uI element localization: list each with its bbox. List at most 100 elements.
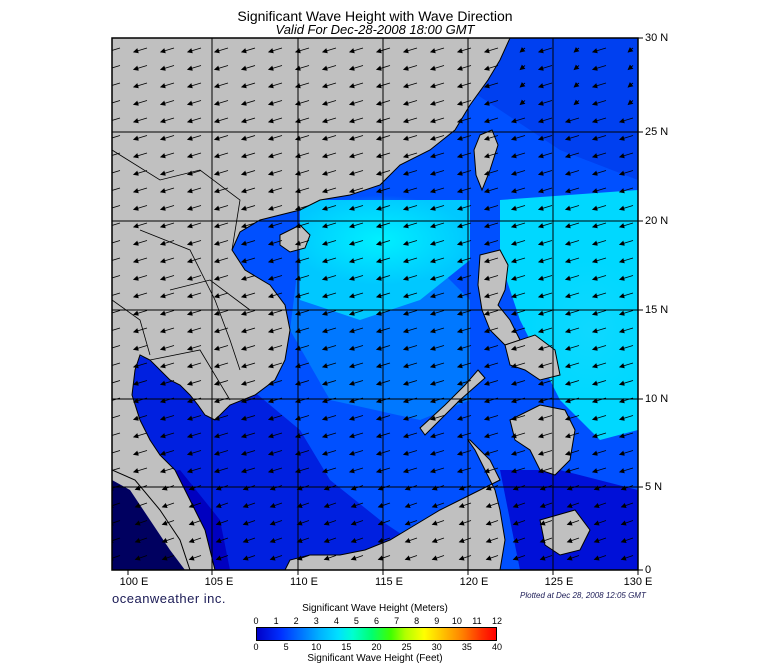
wave-direction-arrow-icon	[112, 555, 121, 561]
wave-direction-arrow-icon	[573, 64, 580, 71]
wave-direction-arrow-icon	[375, 100, 391, 106]
wave-direction-arrow-icon	[537, 100, 553, 106]
wave-direction-arrow-icon	[240, 82, 256, 89]
wave-direction-arrow-icon	[112, 380, 121, 384]
wave-direction-arrow-icon	[483, 432, 499, 439]
wave-direction-arrow-icon	[564, 240, 580, 246]
wave-direction-arrow-icon	[539, 502, 553, 509]
wave-direction-arrow-icon	[112, 117, 121, 121]
palawan-island	[419, 369, 486, 436]
wave-direction-arrow-icon	[456, 152, 472, 159]
wave-direction-arrow-icon	[539, 555, 553, 561]
wave-direction-arrow-icon	[159, 467, 175, 474]
wave-direction-arrow-icon	[377, 537, 391, 544]
wave-direction-arrow-icon	[402, 187, 418, 194]
wave-direction-arrow-icon	[294, 450, 310, 456]
wave-direction-arrow-icon	[537, 310, 553, 316]
wave-direction-arrow-icon	[112, 205, 121, 209]
wave-direction-arrow-icon	[375, 327, 391, 334]
wave-direction-arrow-icon	[186, 397, 202, 404]
wave-direction-arrow-icon	[267, 327, 283, 334]
wave-direction-arrow-icon	[627, 82, 634, 88]
wave-direction-arrow-icon	[240, 415, 256, 421]
wave-direction-arrow-icon	[240, 47, 256, 54]
wave-direction-arrow-icon	[510, 275, 526, 281]
map-subtitle: Valid For Dec-28-2008 18:00 GMT	[275, 22, 475, 37]
wave-direction-arrow-icon	[132, 397, 148, 404]
wave-direction-arrow-icon	[186, 240, 202, 246]
wave-direction-arrow-icon	[375, 397, 391, 404]
wave-direction-arrow-icon	[134, 520, 148, 526]
wave-direction-arrow-icon	[267, 152, 283, 159]
wave-direction-arrow-icon	[350, 502, 364, 509]
wave-direction-arrow-icon	[483, 310, 499, 316]
wave-direction-arrow-icon	[512, 537, 526, 544]
wave-direction-arrow-icon	[213, 292, 229, 299]
wave-direction-arrow-icon	[485, 485, 499, 491]
wave-direction-arrow-icon	[375, 170, 391, 176]
wave-direction-arrow-icon	[267, 222, 283, 229]
wave-direction-arrow-icon	[323, 537, 337, 544]
wave-direction-arrow-icon	[321, 135, 337, 141]
wave-direction-arrow-icon	[213, 397, 229, 404]
wave-direction-arrow-icon	[627, 99, 634, 106]
wave-direction-arrow-icon	[456, 187, 472, 194]
wave-direction-arrow-icon	[213, 450, 229, 456]
wave-direction-arrow-icon	[240, 205, 256, 211]
lon-label-110e: 110 E	[290, 576, 318, 588]
wave-direction-arrow-icon	[321, 292, 337, 299]
wave-direction-arrow-icon	[267, 345, 283, 351]
wave-direction-arrow-icon	[512, 502, 526, 509]
wave-direction-arrow-icon	[213, 327, 229, 334]
wave-direction-arrow-icon	[537, 292, 553, 299]
wave-direction-arrow-icon	[240, 117, 256, 124]
wave-direction-arrow-icon	[375, 117, 391, 124]
wave-direction-arrow-icon	[456, 345, 472, 351]
wave-direction-arrow-icon	[375, 292, 391, 299]
wave-direction-arrow-icon	[267, 65, 283, 71]
wave-direction-arrow-icon	[564, 432, 580, 439]
wave-direction-arrow-icon	[348, 205, 364, 211]
wave-direction-arrow-icon	[242, 520, 256, 526]
wave-direction-arrow-icon	[510, 327, 526, 334]
wave-direction-arrow-icon	[112, 397, 121, 401]
wave-direction-arrow-icon	[348, 450, 364, 456]
wave-direction-arrow-icon	[294, 100, 310, 106]
wave-direction-arrow-icon	[348, 47, 364, 54]
wave-direction-arrow-icon	[240, 450, 256, 456]
wave-direction-arrow-icon	[294, 257, 310, 264]
wave-direction-arrow-icon	[483, 222, 499, 229]
wave-direction-arrow-icon	[564, 450, 580, 456]
wave-direction-arrow-icon	[537, 65, 553, 71]
wave-direction-arrow-icon	[483, 240, 499, 246]
wave-direction-arrow-icon	[537, 82, 553, 89]
wave-direction-arrow-icon	[159, 397, 175, 404]
colorbar-feet-tick: 35	[461, 642, 472, 652]
wave-direction-arrow-icon	[402, 222, 418, 229]
wave-direction-arrow-icon	[159, 117, 175, 124]
wave-direction-arrow-icon	[213, 257, 229, 264]
wave-direction-arrow-icon	[240, 170, 256, 176]
wave-direction-arrow-icon	[618, 187, 634, 194]
wave-direction-arrow-icon	[573, 99, 580, 106]
wave-direction-arrow-icon	[375, 65, 391, 71]
wave-direction-arrow-icon	[402, 205, 418, 211]
wave-direction-arrow-icon	[269, 485, 283, 491]
wave-direction-arrow-icon	[512, 555, 526, 561]
wave-direction-arrow-icon	[429, 292, 445, 299]
wave-direction-arrow-icon	[321, 380, 337, 386]
wave-direction-arrow-icon	[483, 47, 499, 54]
wave-direction-arrow-icon	[294, 205, 310, 211]
wave-direction-arrow-icon	[321, 205, 337, 211]
wave-direction-arrow-icon	[213, 117, 229, 124]
colorbar-feet-tick: 10	[311, 642, 322, 652]
wave-direction-arrow-icon	[402, 117, 418, 124]
wave-direction-arrow-icon	[348, 415, 364, 421]
wave-direction-arrow-icon	[186, 222, 202, 229]
wave-direction-arrow-icon	[456, 100, 472, 106]
wave-direction-arrow-icon	[456, 117, 472, 124]
wave-direction-arrow-icon	[519, 64, 526, 71]
wave-direction-arrow-icon	[348, 310, 364, 316]
wave-direction-arrow-icon	[485, 520, 499, 526]
wave-direction-arrow-icon	[404, 537, 418, 544]
